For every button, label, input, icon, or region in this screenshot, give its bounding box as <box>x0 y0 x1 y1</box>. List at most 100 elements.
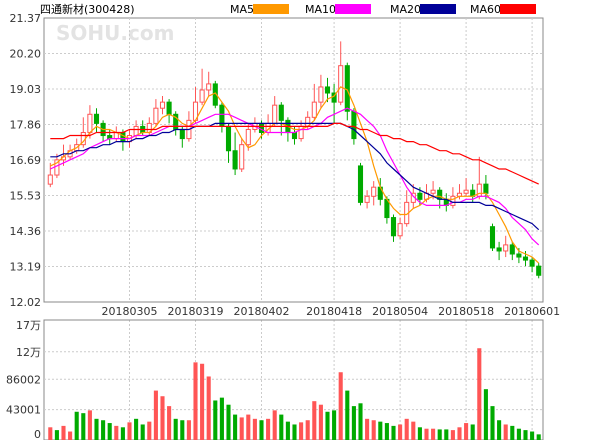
candle-body <box>397 223 403 237</box>
candle-body <box>417 192 423 200</box>
candle-body <box>324 86 331 94</box>
volume-bar <box>490 406 495 440</box>
volume-bar <box>318 404 323 440</box>
volume-bar <box>279 414 284 440</box>
volume-bar <box>226 404 231 440</box>
volume-bar <box>424 428 429 440</box>
watermark: SOHU.com <box>56 21 174 45</box>
volume-bar <box>351 406 356 440</box>
candle-body <box>239 144 245 170</box>
volume-bar <box>160 396 165 440</box>
volume-bar <box>384 423 389 440</box>
candle-body <box>503 244 509 252</box>
volume-bar <box>358 403 363 440</box>
volume-bar <box>457 427 462 440</box>
volume-bar <box>114 425 119 440</box>
legend: MA5 MA10 MA20 MA60 <box>230 3 536 16</box>
candle-body <box>245 128 251 146</box>
ma-line-ma20 <box>50 122 540 231</box>
volume-bar <box>140 424 145 440</box>
volume-bar <box>338 372 343 440</box>
candle-body <box>450 195 456 206</box>
volume-bar <box>120 427 125 440</box>
legend-label-ma60: MA60 <box>470 3 501 16</box>
candle-body <box>87 113 93 134</box>
candle-body <box>338 65 344 103</box>
candle-body <box>153 107 159 124</box>
candle-body <box>225 125 232 152</box>
x-tick-label: 20180305 <box>102 305 158 318</box>
volume-bar <box>134 418 139 440</box>
volume-bar <box>193 362 198 440</box>
volume-bar <box>107 423 112 440</box>
volume-bar <box>398 424 403 440</box>
candle-body <box>47 174 53 185</box>
price-panel: 21.37 20.20 19.03 17.86 16.69 15.53 14.36 13.19… <box>10 12 544 440</box>
candle-body <box>278 104 284 121</box>
volume-bar <box>153 390 158 440</box>
candle-body <box>232 150 238 170</box>
volume-bar <box>516 428 521 440</box>
candle-body <box>364 195 370 203</box>
volume-bar <box>285 421 290 440</box>
candle-body <box>516 253 522 258</box>
price-tick-label: 14.36 <box>10 225 42 238</box>
legend-swatch-ma20 <box>420 4 456 14</box>
volume-bar <box>299 422 304 440</box>
candle-body <box>390 217 397 237</box>
x-tick-label: 20180402 <box>234 305 290 318</box>
candle-body <box>357 165 364 203</box>
candle-body <box>529 259 535 267</box>
candle-body <box>371 186 377 197</box>
volume-bar <box>371 420 376 440</box>
volume-bar <box>365 418 370 440</box>
volume-bar <box>206 376 211 440</box>
candle-body <box>522 256 529 261</box>
legend-label-ma20: MA20 <box>390 3 421 16</box>
volume-bar <box>450 430 455 440</box>
candle-body <box>536 265 542 276</box>
volume-bar <box>464 423 469 440</box>
volume-bar <box>378 421 383 440</box>
x-tick-label: 20180601 <box>504 305 560 318</box>
volume-tick-label: 86002 <box>6 373 41 386</box>
x-tick-label: 20180504 <box>372 305 428 318</box>
volume-bar <box>186 420 191 440</box>
price-tick-label: 15.53 <box>10 190 42 203</box>
candle-body <box>199 89 205 103</box>
volume-bar <box>48 427 53 440</box>
volume-bar <box>127 422 132 440</box>
candle-body <box>509 244 515 255</box>
candle-body <box>166 101 172 115</box>
x-tick-label: 20180319 <box>168 305 224 318</box>
volume-bar <box>444 429 449 440</box>
legend-swatch-ma10 <box>335 4 371 14</box>
volume-bar <box>54 430 59 440</box>
volume-bar <box>74 411 79 440</box>
volume-bar <box>81 413 86 440</box>
volume-bar <box>219 397 224 440</box>
volume-bar <box>180 420 185 440</box>
legend-swatch-ma60 <box>500 4 536 14</box>
ma-line-ma60 <box>50 122 539 185</box>
candle-body <box>272 104 278 124</box>
volume-bar <box>305 420 310 440</box>
volume-bar <box>325 411 330 440</box>
volume-bar <box>61 425 66 440</box>
candle-body <box>430 189 436 194</box>
candle-body <box>291 132 298 140</box>
volume-bar <box>417 427 422 440</box>
volume-tick-label: 0 <box>34 428 41 440</box>
volume-bar <box>200 363 205 440</box>
volume-panel: 17万 12万 86002 43001 0 <box>6 319 544 441</box>
volume-bar <box>530 431 535 440</box>
volume-bar <box>266 418 271 440</box>
price-tick-label: 16.69 <box>10 154 42 167</box>
candle-body <box>351 110 357 140</box>
candle-body <box>258 122 265 134</box>
volume-tick-label: 12万 <box>16 346 41 359</box>
volume-bar <box>391 425 396 440</box>
price-tick-label: 13.19 <box>10 261 42 274</box>
